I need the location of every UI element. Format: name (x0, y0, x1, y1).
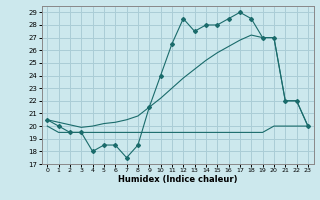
X-axis label: Humidex (Indice chaleur): Humidex (Indice chaleur) (118, 175, 237, 184)
